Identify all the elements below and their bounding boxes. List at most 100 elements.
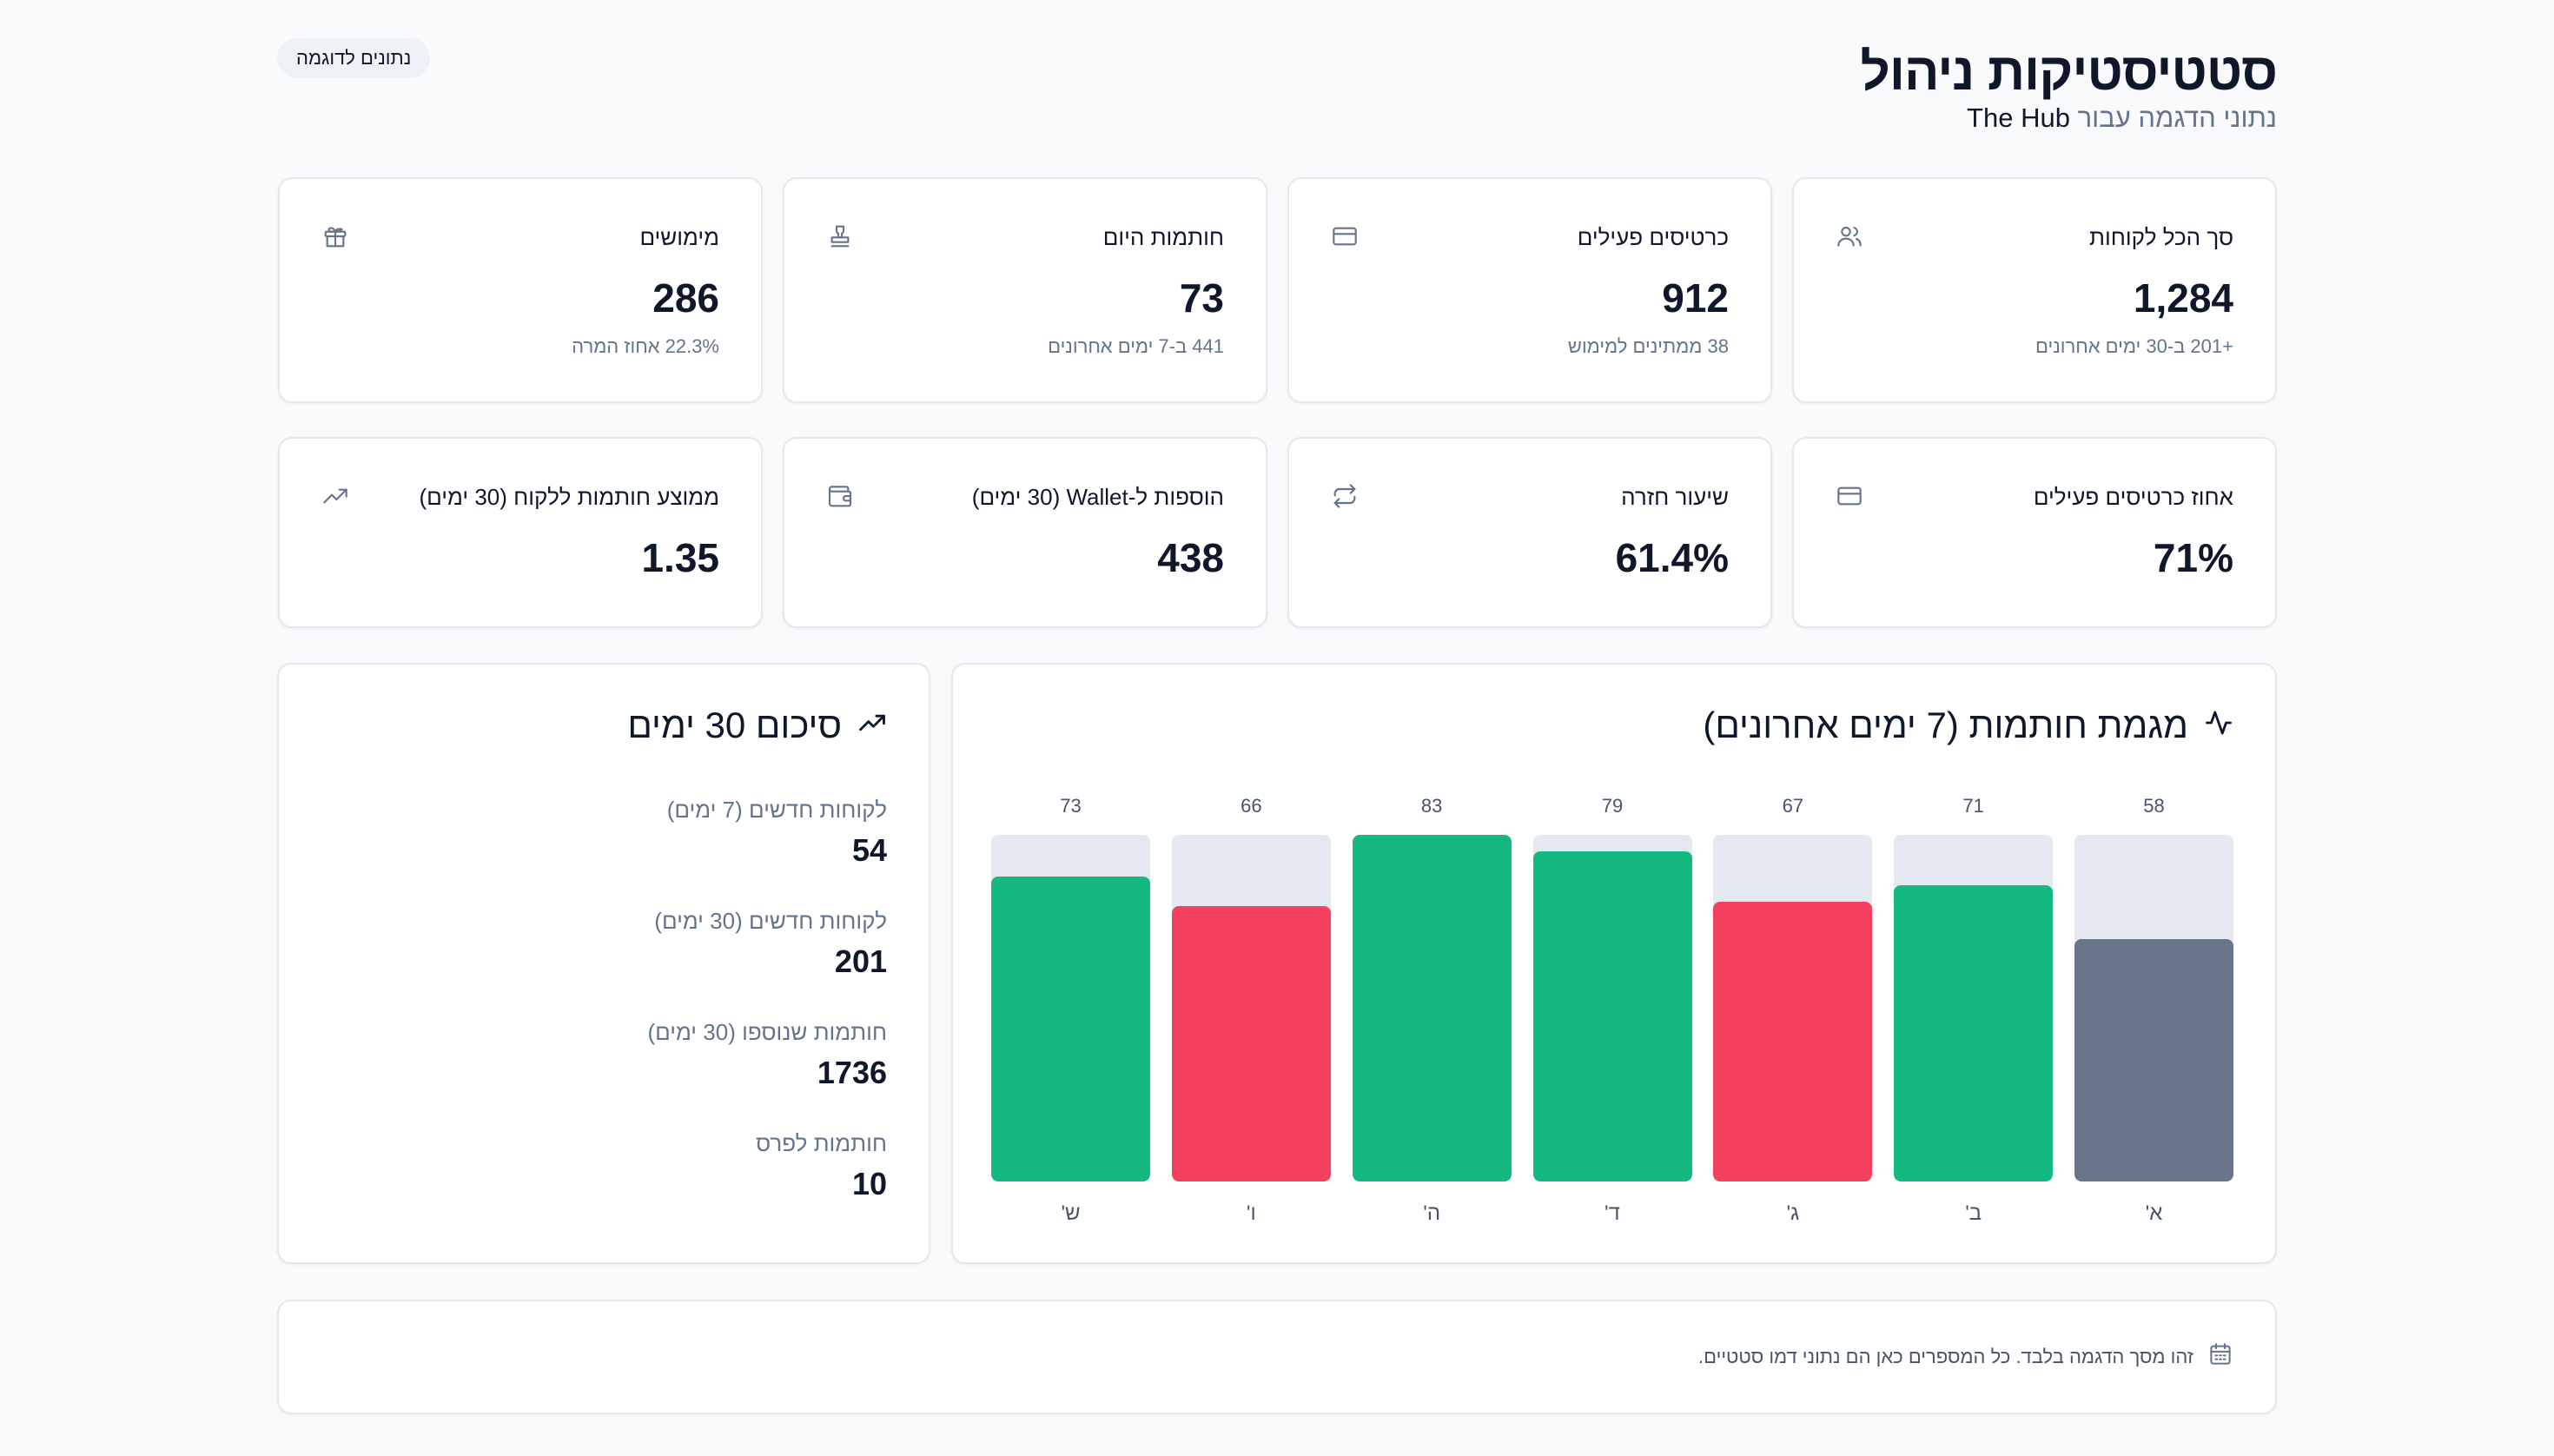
gift-icon [321, 222, 349, 250]
bar-category-label: ד' [1605, 1201, 1620, 1225]
bar-category-label: א' [2145, 1201, 2163, 1225]
wallet-icon [826, 482, 854, 510]
stat-card-return-rate: שיעור חזרה 61.4% [1287, 437, 1772, 628]
stat-value: 286 [652, 275, 719, 321]
summary-title-text: סיכום 30 ימים [627, 705, 842, 745]
chart-title: מגמת חותמות (7 ימים אחרונים) [1703, 705, 2233, 746]
bar-value-label: 71 [1962, 795, 1984, 817]
bar [2074, 939, 2233, 1181]
bar-category-label: ו' [1246, 1201, 1256, 1225]
bar-category-label: ה' [1423, 1201, 1441, 1225]
summary-30-days-card: סיכום 30 ימים לקוחות חדשים (7 ימים) 54 ל… [277, 663, 930, 1264]
subtitle-brand: The Hub [1967, 103, 2070, 133]
bar-category-label: ג' [1786, 1201, 1800, 1225]
bar-column: 67 ג' [1713, 795, 1873, 1229]
summary-label: לקוחות חדשים (7 ימים) [666, 797, 887, 823]
stamps-trend-card: מגמת חותמות (7 ימים אחרונים) 58 א' 71 ב' 67 ג… [951, 663, 2277, 1264]
summary-label: חותמות לפרס [756, 1130, 887, 1156]
summary-item-new-customers-30d: לקוחות חדשים (30 ימים) 201 [654, 908, 887, 980]
summary-value: 54 [851, 832, 887, 868]
dashboard-page: סטטיסטיקות ניהול נתוני הדגמה עבור The Hu… [277, 0, 2278, 1456]
stat-label: שיעור חזרה [1621, 484, 1729, 510]
bar-value-label: 83 [1420, 795, 1443, 817]
stat-subtext: 38 ממתינים למימוש [1567, 335, 1729, 357]
stat-card-wallet-adds: הוספות ל-Wallet (30 ימים) 438 [783, 437, 1267, 628]
bar-column: 83 ה' [1352, 795, 1512, 1229]
stamp-icon [826, 222, 854, 250]
bar-category-label: ש' [1061, 1201, 1081, 1225]
stat-value: 1,284 [2133, 275, 2233, 321]
bar [1894, 885, 2054, 1181]
bar-column: 73 ש' [991, 795, 1150, 1229]
stat-card-active-cards-percent: אחוז כרטיסים פעילים 71% [1792, 437, 2277, 628]
stat-value: 71% [2153, 535, 2233, 580]
demo-note-card: זהו מסך הדגמה בלבד. כל המספרים כאן הם נת… [277, 1300, 2277, 1414]
stat-card-avg-stamps: ממוצע חותמות ללקוח (30 ימים) 1.35 [278, 437, 763, 628]
stat-subtext: 22.3% אחוז המרה [572, 335, 719, 357]
page-subtitle: נתוני הדגמה עבור The Hub [1967, 103, 2277, 134]
stat-label: חותמות היום [1102, 224, 1224, 250]
stat-label: אחוז כרטיסים פעילים [2033, 484, 2233, 510]
bar [1171, 906, 1331, 1181]
chart-title-text: מגמת חותמות (7 ימים אחרונים) [1703, 705, 2188, 745]
stat-label: הוספות ל-Wallet (30 ימים) [971, 484, 1224, 510]
demo-note: זהו מסך הדגמה בלבד. כל המספרים כאן הם נת… [1698, 1341, 2233, 1373]
subtitle-text: נתוני הדגמה עבור [2077, 103, 2277, 133]
demo-note-text: זהו מסך הדגמה בלבד. כל המספרים כאן הם נת… [1698, 1346, 2193, 1367]
bar-track [1171, 835, 1331, 1181]
stat-card-active-cards: כרטיסים פעילים 912 38 ממתינים למימוש [1287, 177, 1772, 403]
stat-label: כרטיסים פעילים [1577, 224, 1729, 250]
stat-value: 912 [1662, 275, 1729, 321]
stat-card-total-customers: סך הכל לקוחות 1,284 +201 ב-30 ימים אחרונ… [1792, 177, 2277, 403]
stat-label: מימושים [639, 224, 719, 250]
bar-value-label: 79 [1601, 795, 1624, 817]
bar-column: 71 ב' [1894, 795, 2054, 1229]
calendar-icon [2207, 1341, 2233, 1373]
summary-label: חותמות שנוספו (30 ימים) [647, 1019, 887, 1045]
bar-column: 79 ד' [1532, 795, 1692, 1229]
stat-subtext: 441 ב-7 ימים אחרונים [1048, 335, 1224, 357]
summary-item-new-customers-7d: לקוחות חדשים (7 ימים) 54 [667, 797, 887, 869]
stat-value: 61.4% [1615, 535, 1729, 580]
repeat-icon [1331, 482, 1359, 510]
credit-card-icon [1836, 482, 1863, 510]
bar-track [2074, 835, 2233, 1181]
summary-item-stamps-per-reward: חותמות לפרס 10 [756, 1130, 887, 1202]
stat-subtext: +201 ב-30 ימים אחרונים [2035, 335, 2233, 357]
bar [1532, 851, 1692, 1181]
summary-value: 10 [851, 1166, 887, 1201]
bar-value-label: 67 [1782, 795, 1804, 817]
trending-up-icon [857, 705, 887, 746]
bar-chart: 58 א' 71 ב' 67 ג' 79 ד' 83 ה' 66 ו' 73 ש' [991, 795, 2233, 1229]
bar-track [1532, 835, 1692, 1181]
summary-item-stamps-added-30d: חותמות שנוספו (30 ימים) 1736 [647, 1019, 887, 1091]
bar-track [1352, 835, 1512, 1181]
stat-card-redemptions: מימושים 286 22.3% אחוז המרה [278, 177, 763, 403]
stat-value: 438 [1157, 535, 1224, 580]
bar-column: 66 ו' [1171, 795, 1331, 1229]
stat-label: סך הכל לקוחות [2089, 224, 2233, 250]
bar-track [991, 835, 1150, 1181]
summary-value: 201 [834, 943, 887, 979]
summary-value: 1736 [817, 1055, 887, 1090]
credit-card-icon [1331, 222, 1359, 250]
users-icon [1836, 222, 1863, 250]
demo-data-badge: נתונים לדוגמה [277, 38, 431, 78]
stat-value: 73 [1179, 275, 1224, 321]
bar-column: 58 א' [2074, 795, 2233, 1229]
page-title: סטטיסטיקות ניהול [1860, 43, 2278, 101]
bar-category-label: ב' [1965, 1201, 1982, 1225]
bar-value-label: 58 [2143, 795, 2165, 817]
bar-track [1713, 835, 1873, 1181]
page-header: סטטיסטיקות ניהול נתוני הדגמה עבור The Hu… [277, 38, 2278, 142]
bar-value-label: 66 [1241, 795, 1262, 817]
bar [1352, 835, 1512, 1181]
activity-icon [2204, 705, 2233, 746]
summary-title: סיכום 30 ימים [627, 705, 887, 746]
bar [1713, 902, 1873, 1181]
bar [991, 877, 1150, 1181]
stat-value: 1.35 [641, 535, 719, 580]
stat-card-stamps-today: חותמות היום 73 441 ב-7 ימים אחרונים [783, 177, 1267, 403]
bar-track [1894, 835, 2054, 1181]
summary-label: לקוחות חדשים (30 ימים) [654, 908, 887, 934]
